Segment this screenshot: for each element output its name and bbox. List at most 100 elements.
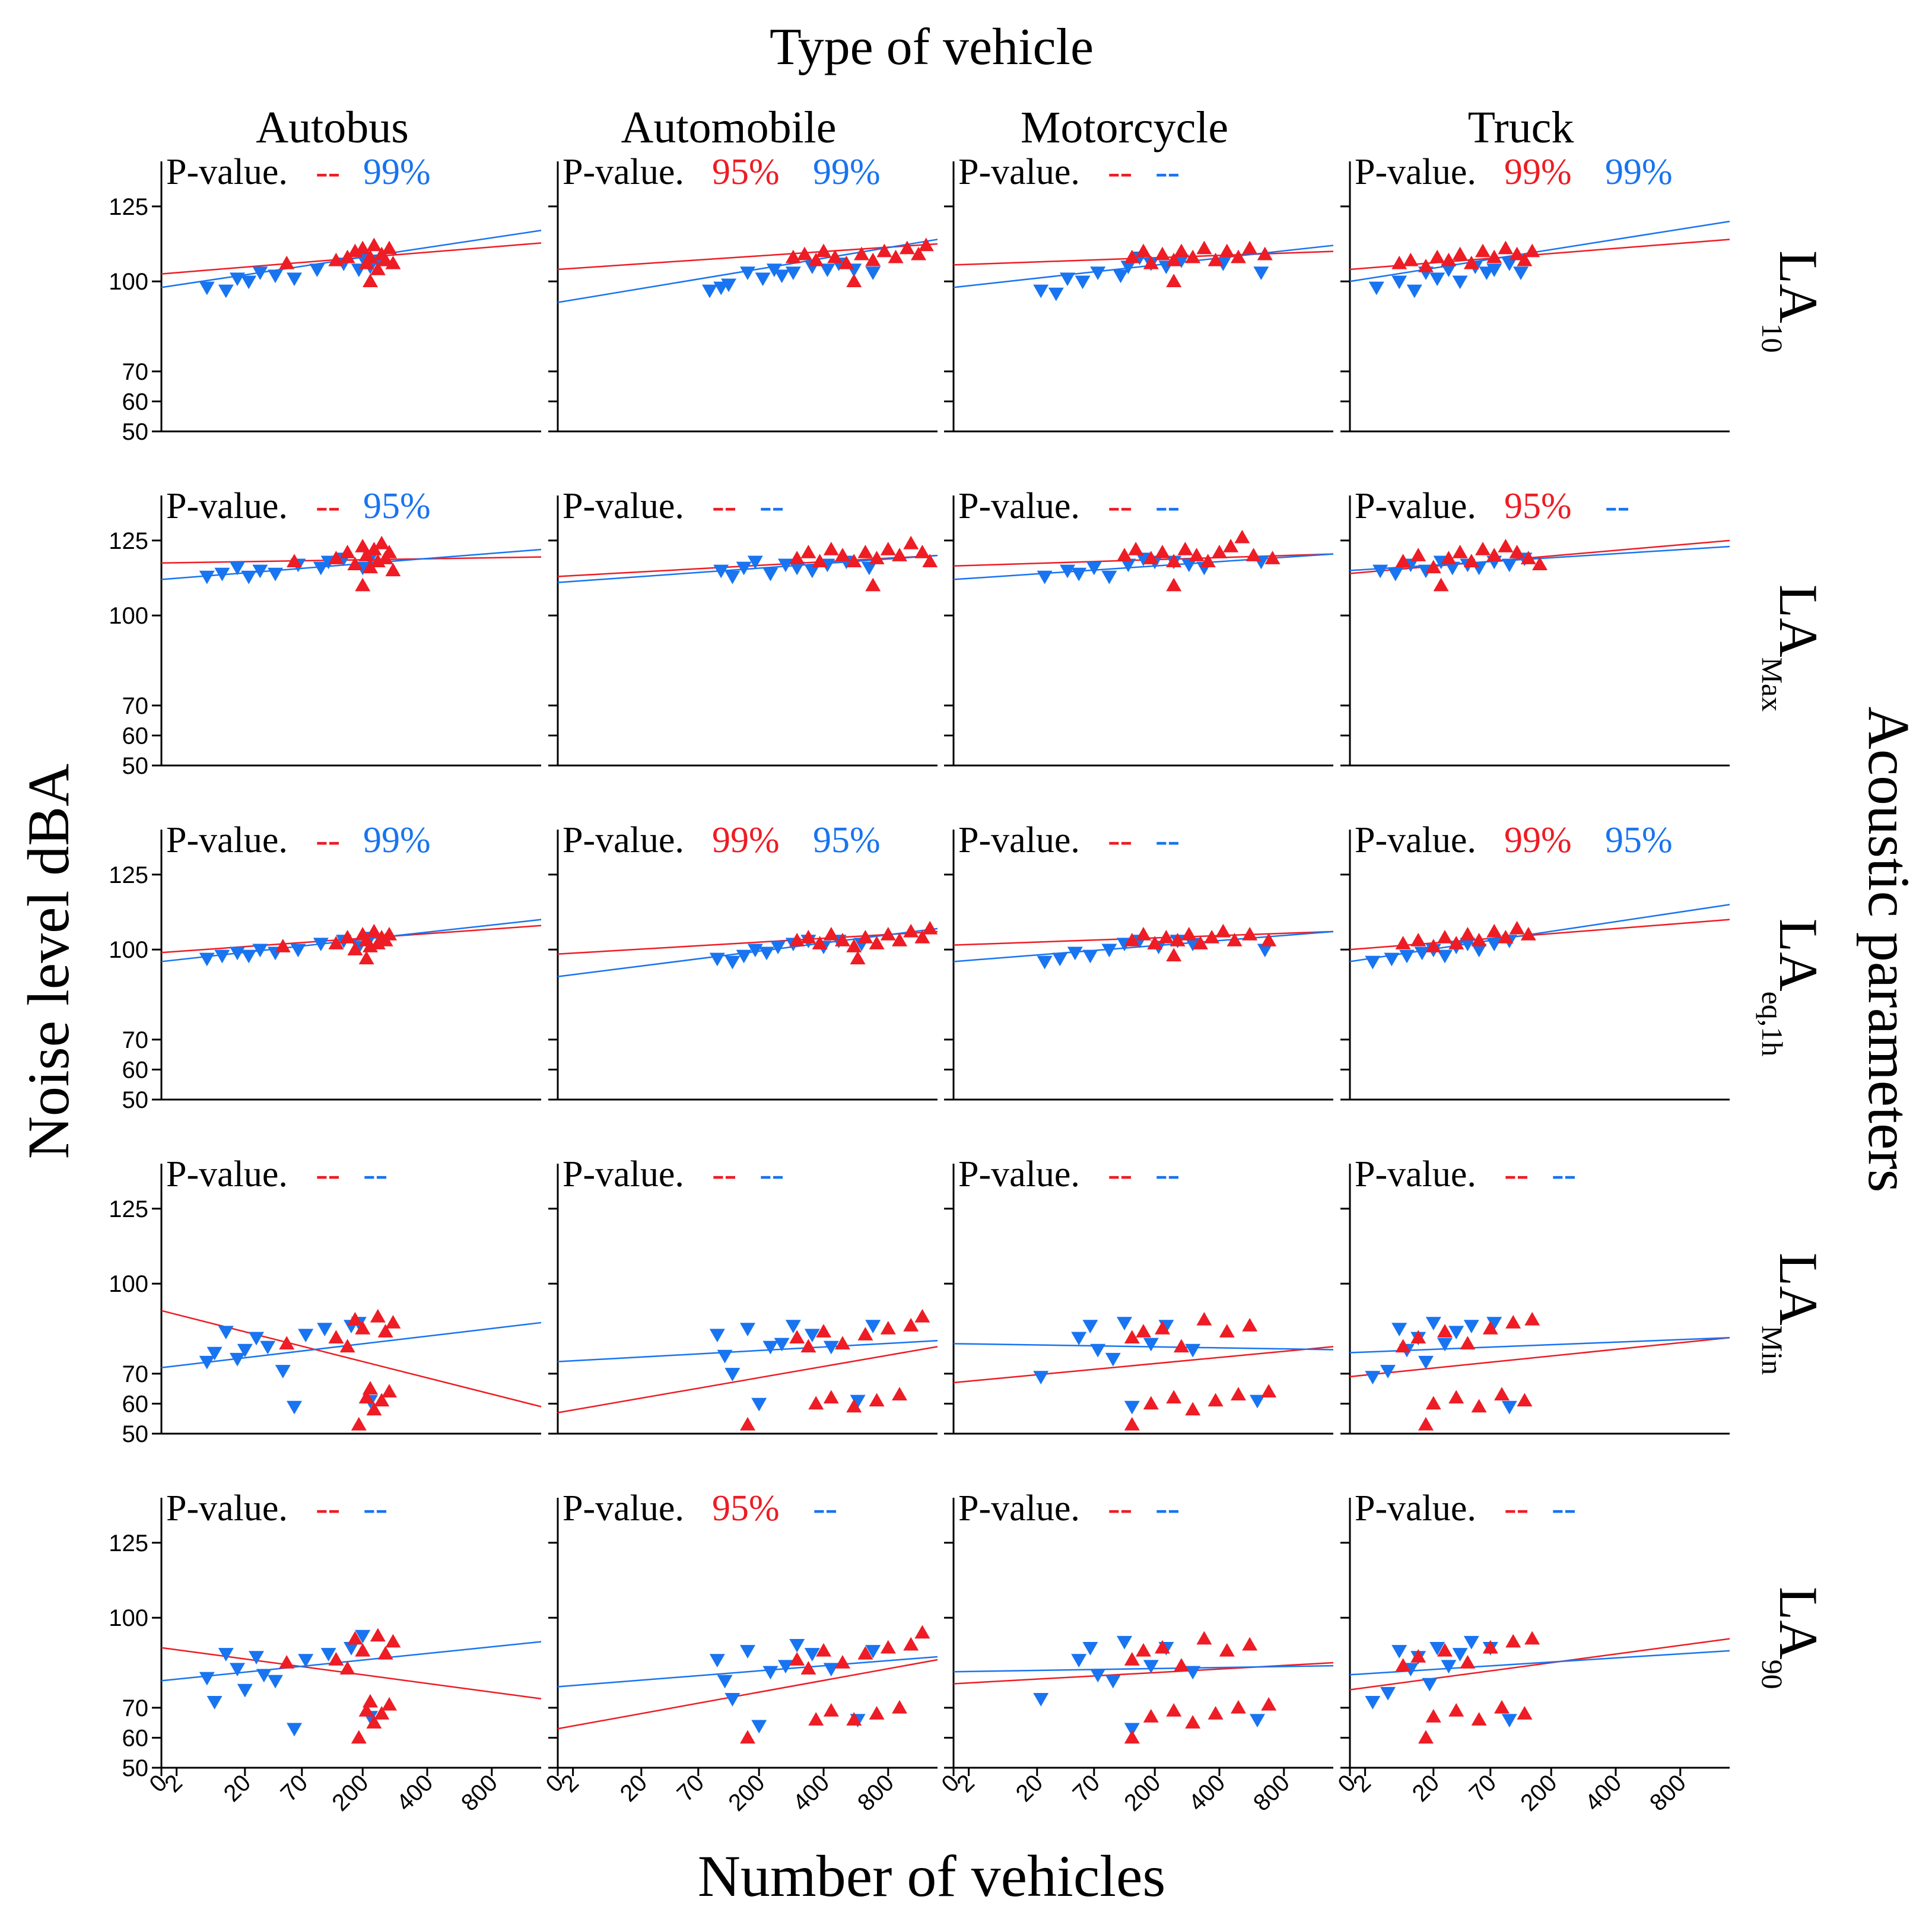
data-point-blue xyxy=(710,953,725,967)
data-point-red xyxy=(279,1655,294,1669)
data-point-blue xyxy=(249,1651,264,1664)
row-label-la90: LA90 xyxy=(1756,1587,1829,1689)
data-point-red xyxy=(328,1330,344,1343)
pvalue-label-r0c2: P-value. xyxy=(958,152,1080,192)
data-point-blue xyxy=(762,1341,778,1355)
y-tick-label: 70 xyxy=(122,693,149,719)
data-point-blue xyxy=(1502,1401,1517,1415)
data-point-red xyxy=(789,1652,805,1666)
data-point-blue xyxy=(1422,1678,1437,1692)
data-point-blue xyxy=(762,1666,778,1679)
pvalue-red: -- xyxy=(316,152,340,192)
data-point-red xyxy=(1219,244,1235,258)
y-tick-label: 50 xyxy=(122,1755,149,1781)
data-point-red xyxy=(1494,1700,1510,1714)
data-point-red xyxy=(279,256,294,269)
right-axis-title: Acoustic parameters xyxy=(1856,706,1922,1192)
data-point-blue xyxy=(1033,1693,1048,1707)
data-point-red xyxy=(1505,1315,1521,1329)
x-tick-label: 20 xyxy=(1011,1770,1048,1807)
data-point-red xyxy=(800,545,816,558)
x-tick-label: 200 xyxy=(1119,1770,1165,1816)
data-point-red xyxy=(1498,539,1513,552)
data-point-red xyxy=(355,539,370,552)
data-point-red xyxy=(1124,1417,1140,1431)
data-point-blue xyxy=(1101,571,1117,584)
pvalue-label-r0c0: P-value. xyxy=(166,152,288,192)
data-point-blue xyxy=(1090,266,1105,280)
data-point-blue xyxy=(230,1663,245,1676)
row-label-lamin: LAMin xyxy=(1756,1253,1829,1375)
data-point-red xyxy=(1517,1393,1532,1406)
data-point-blue xyxy=(1113,269,1129,283)
data-point-red xyxy=(1242,1637,1257,1651)
data-point-red xyxy=(1498,241,1513,255)
data-point-blue xyxy=(1117,1636,1132,1650)
regression-line-blue xyxy=(1350,221,1730,281)
x-tick-label: 70 xyxy=(1464,1770,1502,1807)
data-point-red xyxy=(869,1706,885,1720)
pvalue-label-r4c1: P-value. xyxy=(563,1488,684,1529)
data-point-red xyxy=(1472,1712,1487,1726)
data-point-red xyxy=(340,545,355,558)
data-point-blue xyxy=(1365,956,1380,970)
pvalue-label-r4c0: P-value. xyxy=(166,1488,288,1529)
pvalue-blue: -- xyxy=(363,1488,387,1529)
data-point-blue xyxy=(1391,1645,1407,1659)
data-point-red xyxy=(366,238,382,252)
data-point-blue xyxy=(1117,1317,1132,1330)
regression-line-blue xyxy=(558,1657,938,1687)
data-point-red xyxy=(786,250,801,263)
data-point-red xyxy=(1166,1390,1181,1403)
data-point-red xyxy=(1242,241,1257,255)
data-point-red xyxy=(835,1655,850,1669)
data-point-blue xyxy=(1464,1636,1479,1650)
x-tick-label: 400 xyxy=(1580,1770,1626,1816)
data-point-red xyxy=(1185,1402,1200,1416)
data-point-red xyxy=(1261,933,1276,946)
y-tick-label: 60 xyxy=(122,389,149,415)
data-point-blue xyxy=(1399,950,1415,964)
data-point-red xyxy=(1418,1730,1434,1743)
data-point-red xyxy=(1524,244,1540,258)
data-point-red xyxy=(1196,1631,1212,1645)
data-point-red xyxy=(846,274,862,287)
data-point-blue xyxy=(1384,953,1399,967)
data-point-red xyxy=(1242,927,1257,941)
data-point-red xyxy=(1231,1387,1246,1400)
data-point-blue xyxy=(724,1693,740,1707)
data-point-blue xyxy=(1513,266,1529,280)
pvalue-label-r1c1: P-value. xyxy=(563,486,684,526)
data-point-red xyxy=(903,1637,919,1651)
pvalue-label-r3c2: P-value. xyxy=(958,1154,1080,1195)
pvalue-red: 99% xyxy=(712,820,780,860)
data-point-red xyxy=(824,1703,839,1717)
data-point-red xyxy=(1475,244,1491,258)
data-point-blue xyxy=(1060,272,1075,286)
data-point-blue xyxy=(865,266,881,280)
data-point-red xyxy=(363,274,378,287)
data-point-blue xyxy=(724,956,740,970)
data-point-red xyxy=(1448,1390,1464,1403)
data-point-red xyxy=(1261,1697,1276,1711)
x-tick-label: 400 xyxy=(788,1770,834,1816)
data-point-red xyxy=(1505,1634,1521,1648)
y-tick-label: 125 xyxy=(109,528,148,554)
pvalue-red: -- xyxy=(316,1488,340,1529)
data-point-blue xyxy=(1502,1714,1517,1727)
column-header-truck: Truck xyxy=(1468,103,1574,153)
data-point-blue xyxy=(755,272,771,286)
data-point-red xyxy=(385,563,401,576)
data-point-red xyxy=(824,542,839,555)
data-point-red xyxy=(1136,1643,1151,1657)
pvalue-label-r2c1: P-value. xyxy=(563,820,684,860)
data-point-blue xyxy=(774,269,790,283)
y-tick-label: 100 xyxy=(109,1271,148,1297)
data-point-red xyxy=(374,536,389,549)
data-point-red xyxy=(1155,247,1170,261)
pvalue-red: 99% xyxy=(1504,152,1572,192)
x-tick-label: 70 xyxy=(276,1770,313,1807)
x-tick-label: 400 xyxy=(1184,1770,1230,1816)
data-point-blue xyxy=(268,269,283,283)
pvalue-blue: -- xyxy=(1155,152,1180,192)
